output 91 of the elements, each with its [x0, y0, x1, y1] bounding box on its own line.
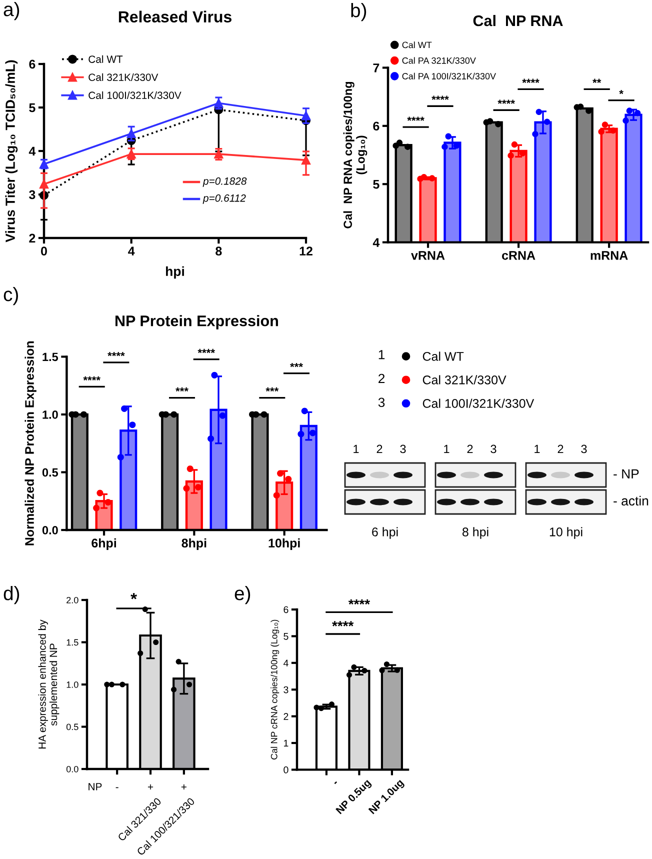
- legend-label: Cal 321K/330V: [422, 375, 506, 384]
- text: e): [234, 586, 250, 604]
- annotation: ****: [332, 621, 354, 626]
- y-tick-label: 1: [284, 740, 288, 747]
- legend-label: Cal 100I/321K/330V: [88, 91, 182, 100]
- x-tick-label: 8hpi: [182, 538, 206, 550]
- chart-title: Released Virus: [118, 10, 232, 22]
- y-tick-label: 4: [28, 146, 36, 156]
- annotation: ****: [432, 96, 449, 100]
- category-label: - NP: [614, 469, 639, 478]
- chart-title: NP Protein Expression: [116, 315, 278, 330]
- y-tick-label: 6: [29, 60, 36, 69]
- annotation: ****: [498, 100, 515, 104]
- annotation: ***: [176, 387, 188, 392]
- y-tick-label: 5: [284, 633, 288, 640]
- y-tick-label: 4: [372, 238, 380, 247]
- y-tick-label: 0.5: [42, 468, 58, 477]
- y-axis-title: Cal NP RNA copies/100ng (Log₁₀): [343, 82, 368, 228]
- x-axis-title: hpi: [166, 266, 184, 279]
- y-tick-label: 6: [373, 122, 380, 131]
- y-tick-label: 0.0: [42, 526, 58, 534]
- y-tick-label: 3: [284, 686, 288, 694]
- y-axis-title: Cal NP cRNA copies/100ng (Log₁₀): [270, 620, 280, 760]
- text: d): [4, 586, 20, 604]
- y-tick-label: 5: [373, 180, 380, 189]
- legend-label: Cal WT: [402, 42, 432, 48]
- x-tick-label: 6hpi: [92, 538, 116, 550]
- category-label: 3: [490, 444, 496, 454]
- x-tick-label: 4: [128, 246, 135, 256]
- y-tick-label: 6: [284, 606, 288, 614]
- legend-label: Cal WT: [422, 352, 464, 361]
- y-tick-label: 1.0: [42, 410, 58, 419]
- y-tick-label: 0.0: [66, 766, 78, 772]
- y-tick-label: 0: [284, 766, 288, 774]
- text: 6 hpi: [372, 527, 398, 539]
- x-tick-label: 12: [300, 246, 312, 256]
- text: 8 hpi: [462, 527, 488, 539]
- text: *: [130, 593, 138, 600]
- text: b): [351, 3, 366, 22]
- category-label: - actin: [614, 496, 648, 506]
- text: +: [148, 784, 154, 790]
- chart-title: Cal NP RNA: [473, 14, 563, 26]
- annotation: ***: [266, 387, 279, 392]
- annotation: *: [619, 90, 624, 94]
- legend-label: Cal WT: [88, 55, 123, 63]
- x-axis-title: NP: [88, 783, 102, 790]
- text: ****: [108, 352, 125, 356]
- y-tick-label: 5: [29, 103, 36, 112]
- text: c): [4, 287, 18, 306]
- y-axis-title: Normalized NP Protein Expression: [24, 341, 36, 546]
- y-tick-label: 2: [284, 713, 288, 720]
- legend-label: Cal 321K/330V: [88, 73, 158, 81]
- text: 10 hpi: [550, 527, 582, 539]
- y-tick-label: 7: [373, 64, 380, 72]
- category-label: 3: [581, 444, 587, 454]
- legend-label: Cal 100I/321K/330V: [422, 398, 534, 408]
- category-label: 2: [558, 444, 564, 454]
- legend-label: Cal PA 100I/321K/330V: [402, 72, 496, 80]
- y-tick-label: 2.0: [66, 596, 78, 604]
- y-tick-label: 1.5: [42, 352, 58, 362]
- y-axis-title: Virus Titer (Log₁₀ TCID₅₀/mL): [5, 60, 18, 242]
- category-label: 1: [534, 444, 540, 454]
- category-label: 3: [400, 444, 406, 454]
- y-tick-label: 4: [283, 660, 288, 666]
- y-tick-label: 0.5: [66, 724, 78, 730]
- y-tick-label: 1.5: [66, 639, 78, 646]
- category-label: 2: [467, 444, 473, 454]
- text: a): [4, 2, 20, 20]
- x-tick-label: vRNA: [411, 251, 445, 260]
- category-label: 1: [444, 444, 450, 454]
- y-tick-label: 1.0: [66, 681, 78, 688]
- text: -: [116, 787, 118, 788]
- legend-label: Cal PA 321K/330V: [402, 57, 476, 64]
- y-tick-label: 2: [29, 234, 36, 243]
- annotation: ***: [290, 362, 303, 368]
- annotation: ****: [522, 78, 540, 83]
- text: ****: [198, 348, 215, 354]
- x-tick-label: cRNA: [502, 251, 536, 260]
- annotation: **: [592, 78, 602, 83]
- annotation: p=0.6112: [202, 194, 246, 204]
- text: ****: [348, 599, 370, 605]
- annotation: ****: [407, 116, 424, 121]
- y-axis-title: HA expression enhanced by supplemented NP: [38, 620, 60, 748]
- category-label: 1: [354, 444, 359, 454]
- annotation: p=0.1828: [202, 177, 247, 187]
- annotation: ****: [83, 376, 100, 380]
- y-tick-label: 3: [29, 190, 36, 200]
- x-tick-label: 10hpi: [268, 538, 300, 550]
- text: +: [181, 784, 186, 790]
- x-tick-label: 8: [216, 246, 222, 256]
- x-tick-label: mRNA: [590, 251, 628, 260]
